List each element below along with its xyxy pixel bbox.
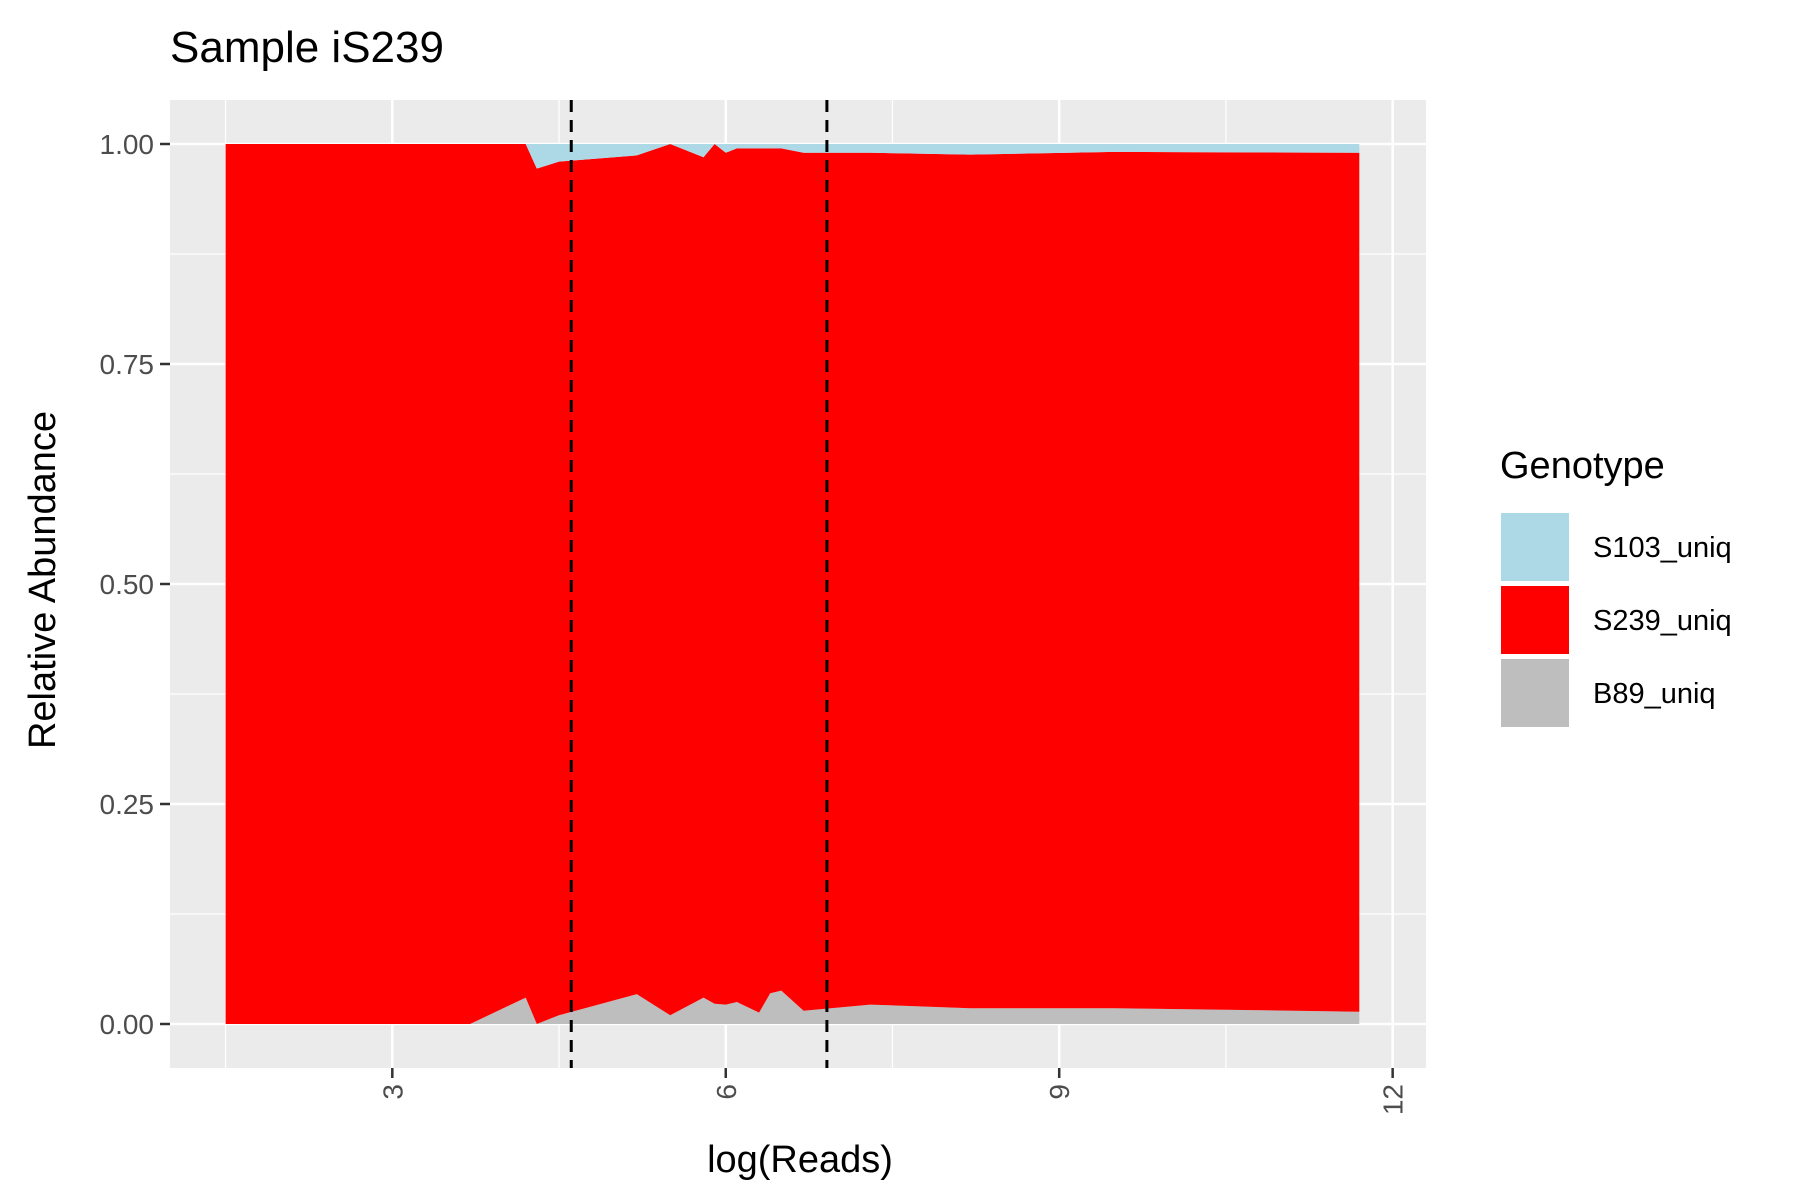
y-axis-title: Relative Abundance (22, 411, 64, 749)
chart-title: Sample iS239 (170, 23, 444, 72)
x-axis: 3 6 9 12 (377, 1068, 1409, 1115)
x-tick-label: 6 (711, 1084, 742, 1100)
legend-swatch (1499, 511, 1571, 583)
y-tick-label: 0.25 (100, 789, 155, 820)
legend: Genotype S103_uniq S239_uniq B89_uniq (1499, 445, 1732, 729)
legend-swatch (1499, 657, 1571, 729)
x-axis-title: log(Reads) (707, 1139, 893, 1181)
y-axis: 0.00 0.25 0.50 0.75 1.00 (100, 129, 170, 1040)
plot-panel (170, 100, 1426, 1068)
area-s103-uniq (225, 144, 1360, 169)
area-layers (225, 144, 1360, 1024)
y-tick-label: 0.00 (100, 1009, 155, 1040)
reference-lines (569, 100, 829, 1068)
legend-title: Genotype (1500, 445, 1665, 487)
x-tick-label: 9 (1044, 1084, 1075, 1100)
legend-label: S103_uniq (1593, 532, 1732, 564)
area-b89-uniq (225, 990, 1360, 1024)
legend-label: B89_uniq (1593, 678, 1716, 710)
legend-swatch (1499, 584, 1571, 656)
y-tick-label: 0.75 (100, 349, 155, 380)
y-tick-label: 1.00 (100, 129, 155, 160)
area-s239-uniq (225, 144, 1360, 1024)
legend-label: S239_uniq (1593, 605, 1732, 637)
x-tick-label: 12 (1378, 1084, 1409, 1115)
y-tick-label: 0.50 (100, 569, 155, 600)
x-tick-label: 3 (377, 1084, 408, 1100)
